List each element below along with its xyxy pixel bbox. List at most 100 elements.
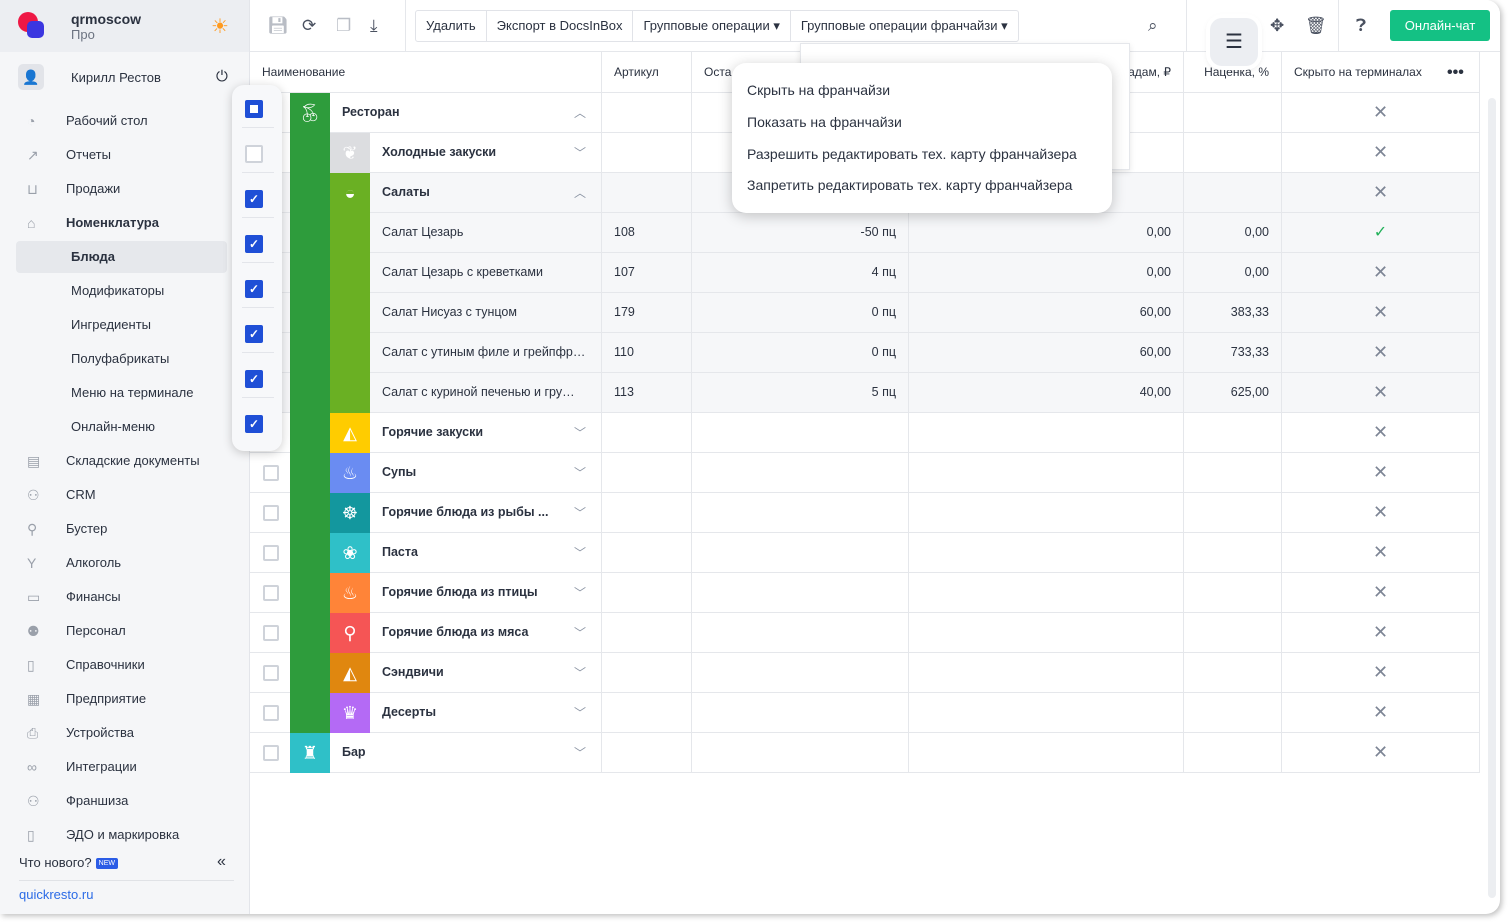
- trash-icon[interactable]: 🗑︎: [1305, 16, 1327, 35]
- chevron-down-icon[interactable]: ﹀: [574, 746, 587, 760]
- selection-checkbox[interactable]: [245, 145, 263, 163]
- cross-icon[interactable]: ✕: [1282, 573, 1480, 612]
- franchise-operations-dropdown[interactable]: Групповые операции франчайзи ▾: [800, 18, 1008, 33]
- table-row[interactable]: ♨ Горячие блюда из птицы ﹀ ✕: [250, 572, 1480, 613]
- online-chat-button[interactable]: Онлайн-чат: [1390, 10, 1490, 41]
- table-row[interactable]: Салат с куриной печенью и гру… 113 5 пц 40,…: [250, 372, 1480, 413]
- table-row[interactable]: ♛ Десерты ﹀ ✕: [250, 692, 1480, 733]
- cross-icon[interactable]: ✕: [1282, 93, 1480, 132]
- site-link[interactable]: quickresto.ru: [19, 887, 94, 902]
- row-checkbox[interactable]: [263, 585, 279, 601]
- sidebar-item[interactable]: ▤ Складские документы: [16, 445, 227, 477]
- check-icon[interactable]: ✓: [1282, 213, 1480, 252]
- sidebar-item[interactable]: Y Алкоголь: [16, 547, 227, 579]
- menu-item-allow-edit-techcard[interactable]: Разрешить редактировать тех. карту франч…: [747, 146, 1077, 162]
- chevron-down-icon[interactable]: ﹀: [574, 666, 587, 680]
- sidebar-item[interactable]: Ингредиенты: [16, 309, 227, 341]
- cross-icon[interactable]: ✕: [1282, 533, 1480, 572]
- sidebar-item[interactable]: ⌂ Номенклатура: [16, 207, 227, 239]
- avatar[interactable]: 👤: [18, 64, 44, 90]
- cross-icon[interactable]: ✕: [1282, 493, 1480, 532]
- sidebar-item[interactable]: Онлайн-меню: [16, 411, 227, 443]
- cross-icon[interactable]: ✕: [1282, 333, 1480, 372]
- search-icon[interactable]: ⌕: [1148, 16, 1158, 35]
- menu-item-hide-franchise[interactable]: Скрыть на франчайзи: [747, 82, 891, 98]
- item-name[interactable]: Горячие закуски: [382, 413, 602, 452]
- item-name[interactable]: Салат Нисуаз с тунцом: [382, 293, 602, 332]
- chevron-down-icon[interactable]: ﹀: [574, 586, 587, 600]
- menu-item-show-franchise[interactable]: Показать на франчайзи: [747, 114, 902, 130]
- table-row[interactable]: Салат с утиным филе и грейпфр… 110 0 пц 60,…: [250, 332, 1480, 373]
- cross-icon[interactable]: ✕: [1282, 653, 1480, 692]
- selection-checkbox[interactable]: [245, 100, 263, 118]
- cross-icon[interactable]: ✕: [1282, 373, 1480, 412]
- move-icon[interactable]: ✥: [1270, 16, 1285, 35]
- item-name[interactable]: Салат с утиным филе и грейпфр…: [382, 333, 602, 372]
- item-name[interactable]: Салаты: [382, 173, 602, 212]
- selection-checkbox[interactable]: ✓: [245, 190, 263, 208]
- item-name[interactable]: Сэндвичи: [382, 653, 602, 692]
- table-row[interactable]: Салат Цезарь 108 -50 пц 0,00 0,00 ✓: [250, 212, 1480, 253]
- table-row[interactable]: Салат Цезарь с креветками 107 4 пц 0,00 0,00…: [250, 252, 1480, 293]
- row-checkbox[interactable]: [263, 505, 279, 521]
- sidebar-item[interactable]: ⚇ Франшиза: [16, 785, 227, 817]
- sidebar-item[interactable]: ▯ ЭДО и маркировка: [16, 819, 227, 851]
- sidebar-item[interactable]: ⊔ Продажи: [16, 173, 227, 205]
- cross-icon[interactable]: ✕: [1282, 253, 1480, 292]
- sidebar-item[interactable]: ▦ Предприятие: [16, 683, 227, 715]
- sidebar-item[interactable]: ∞ Интеграции: [16, 751, 227, 783]
- export-docsinbox-button[interactable]: Экспорт в DocsInBox: [487, 11, 634, 41]
- row-checkbox[interactable]: [263, 625, 279, 641]
- list-view-icon[interactable]: ☰: [1210, 18, 1258, 66]
- table-row[interactable]: ☸ Горячие блюда из рыбы ... ﹀ ✕: [250, 492, 1480, 533]
- sidebar-item[interactable]: ▯ Справочники: [16, 649, 227, 681]
- download-icon[interactable]: ⤓: [370, 16, 378, 35]
- selection-checkbox[interactable]: ✓: [245, 280, 263, 298]
- selection-checkbox[interactable]: ✓: [245, 370, 263, 388]
- selection-checkbox[interactable]: ✓: [245, 325, 263, 343]
- more-columns-icon[interactable]: •••: [1447, 64, 1464, 81]
- collapse-sidebar-icon[interactable]: «: [217, 853, 226, 870]
- cross-icon[interactable]: ✕: [1282, 453, 1480, 492]
- table-row[interactable]: ◭ Горячие закуски ﹀ ✕: [250, 412, 1480, 453]
- cross-icon[interactable]: ✕: [1282, 613, 1480, 652]
- cross-icon[interactable]: ✕: [1282, 733, 1480, 772]
- item-name[interactable]: Супы: [382, 453, 602, 492]
- column-header[interactable]: Наименование: [250, 52, 602, 93]
- cross-icon[interactable]: ✕: [1282, 133, 1480, 172]
- item-name[interactable]: Горячие блюда из рыбы ...: [382, 493, 602, 532]
- row-checkbox[interactable]: [263, 465, 279, 481]
- help-icon[interactable]: ❓︎: [1356, 16, 1367, 35]
- cross-icon[interactable]: ✕: [1282, 413, 1480, 452]
- save-icon[interactable]: 💾︎: [267, 16, 289, 35]
- chevron-down-icon[interactable]: ﹀: [574, 706, 587, 720]
- row-checkbox[interactable]: [263, 665, 279, 681]
- table-row[interactable]: ♜ Бар ﹀ ✕: [250, 733, 1480, 773]
- whats-new-link[interactable]: Что нового? NEW: [19, 855, 118, 870]
- item-name[interactable]: Паста: [382, 533, 602, 572]
- table-row[interactable]: ♨ Супы ﹀ ✕: [250, 452, 1480, 493]
- table-row[interactable]: ❀ Паста ﹀ ✕: [250, 532, 1480, 573]
- sidebar-item[interactable]: Полуфабрикаты: [16, 343, 227, 375]
- sidebar-item[interactable]: ▭ Финансы: [16, 581, 227, 613]
- power-icon[interactable]: ⏻: [216, 68, 228, 85]
- item-name[interactable]: Бар: [342, 733, 602, 772]
- scrollbar[interactable]: [1488, 98, 1496, 898]
- chevron-down-icon[interactable]: ﹀: [574, 506, 587, 520]
- chevron-down-icon[interactable]: ﹀: [574, 146, 587, 160]
- cross-icon[interactable]: ✕: [1282, 293, 1480, 332]
- table-row[interactable]: Салат Нисуаз с тунцом 179 0 пц 60,00 383,33 ✕: [250, 292, 1480, 333]
- sidebar-item[interactable]: Модификаторы: [16, 275, 227, 307]
- row-checkbox[interactable]: [263, 545, 279, 561]
- column-header[interactable]: Наценка, %: [1184, 52, 1282, 93]
- chevron-down-icon[interactable]: ﹀: [574, 626, 587, 640]
- table-row[interactable]: ⚲ Горячие блюда из мяса ﹀ ✕: [250, 612, 1480, 653]
- cross-icon[interactable]: ✕: [1282, 173, 1480, 212]
- row-checkbox[interactable]: [263, 745, 279, 761]
- item-name[interactable]: Горячие блюда из птицы: [382, 573, 602, 612]
- chevron-up-icon[interactable]: ︿: [574, 106, 587, 120]
- sidebar-item[interactable]: ⚲ Бустер: [16, 513, 227, 545]
- item-name[interactable]: Ресторан: [342, 93, 602, 132]
- item-name[interactable]: Салат Цезарь: [382, 213, 602, 252]
- selection-checkbox[interactable]: ✓: [245, 235, 263, 253]
